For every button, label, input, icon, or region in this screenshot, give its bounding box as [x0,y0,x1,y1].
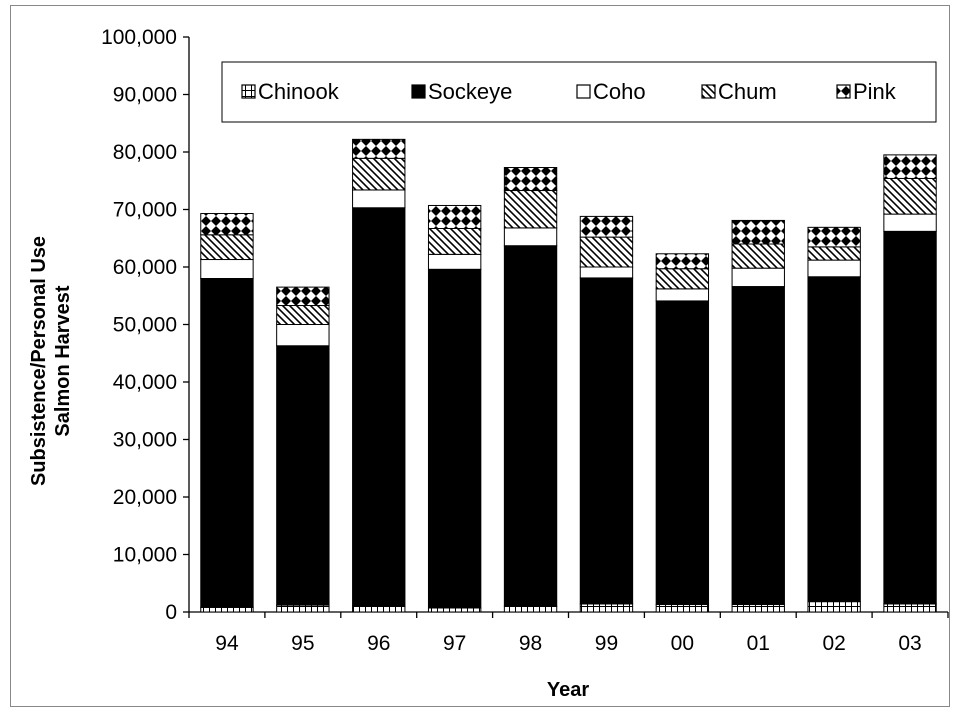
bar-segment-sockeye-01 [731,286,785,606]
stacked-bar-chart: 0 10,000 20,000 30,000 40,000 50,000 60,000 70,… [28,26,949,701]
bar-segment-sockeye-97 [427,268,482,609]
bar-segment-chinook-01 [731,604,785,613]
bar-segment-chum-97 [427,227,482,255]
bars [200,138,937,613]
chart-frame: 0 10,000 20,000 30,000 40,000 50,000 60,000 70,… [10,5,950,707]
x-tick-label: 96 [367,632,390,655]
y-tick-label: 100,000 [101,26,177,49]
bar-segment-pink-96 [352,138,406,159]
y-tick-label: 60,000 [113,256,177,279]
bar-segment-pink-99 [579,215,634,238]
y-tick-label: 50,000 [113,314,177,337]
bar-segment-pink-95 [276,286,330,307]
bar-segment-sockeye-95 [276,345,330,606]
bar-segment-coho-97 [427,253,482,270]
legend-label-chum: Chum [718,79,777,104]
x-tick-label: 99 [595,632,618,655]
bar-segment-coho-94 [200,259,254,279]
bar-segment-coho-01 [731,267,785,288]
y-tick-label: 90,000 [113,84,177,107]
legend-swatch-pink [836,84,851,99]
bar-segment-chum-95 [276,305,330,325]
bar-segment-chum-98 [503,190,558,229]
bar-segment-chinook-99 [579,603,634,613]
legend: Chinook Sockeye Coho Chum Pink [221,61,937,123]
x-tick-label: 02 [822,632,845,655]
bar-segment-chinook-96 [352,605,406,613]
bar-segment-sockeye-99 [579,277,634,605]
bar-segment-chinook-03 [883,603,937,613]
x-tick-label: 00 [671,632,694,655]
x-tick-label: 01 [747,632,770,655]
y-tick-label: 0 [165,601,177,624]
legend-swatch-chinook [241,84,256,99]
bar-segment-pink-01 [731,219,785,245]
bar-segment-sockeye-02 [807,276,861,603]
bar-segment-pink-94 [200,213,254,236]
axes: 0 10,000 20,000 30,000 40,000 50,000 60,000 70,… [101,26,949,655]
x-tick-label: 03 [898,632,921,655]
bar-segment-coho-98 [503,227,558,247]
y-axis-title-line-2: Salmon Harvest [52,285,74,437]
legend-label-chinook: Chinook [258,79,340,104]
legend-swatch-sockeye [411,84,426,99]
legend-swatch-chum [701,84,716,99]
x-tick-label: 94 [215,632,239,655]
bar-segment-coho-00 [655,288,710,302]
bar-segment-chinook-94 [200,606,254,613]
legend-swatch-coho [576,84,591,99]
x-tick-label: 98 [519,632,542,655]
bar-segment-pink-00 [655,253,710,270]
bar-segment-chum-00 [655,268,710,290]
x-tick-label: 95 [291,632,314,655]
bar-segment-chum-96 [352,157,406,191]
bar-segment-sockeye-94 [200,278,254,608]
bar-segment-chinook-02 [807,601,861,613]
bar-segment-sockeye-00 [655,300,710,606]
x-axis-title: Year [547,679,589,701]
y-tick-label: 40,000 [113,371,177,394]
bar-segment-chum-01 [731,243,785,269]
legend-label-sockeye: Sockeye [428,79,512,104]
bar-segment-chinook-97 [427,607,482,613]
bar-segment-chum-02 [807,246,861,261]
x-tick-label: 97 [443,632,466,655]
bar-segment-sockeye-98 [503,245,558,607]
bar-segment-pink-98 [503,167,558,192]
y-tick-label: 30,000 [113,429,177,452]
bar-segment-pink-97 [427,204,482,229]
y-tick-label: 20,000 [113,486,177,509]
bar-segment-chum-99 [579,236,634,268]
y-axis-title-line-1: Subsistence/Personal Use [28,236,50,486]
bar-segment-pink-03 [883,154,937,179]
bar-segment-coho-95 [276,324,330,347]
bar-segment-chinook-95 [276,604,330,613]
bar-segment-chum-94 [200,234,254,261]
bar-segment-sockeye-03 [883,230,937,605]
y-tick-label: 70,000 [113,199,177,222]
bar-segment-chinook-98 [503,605,558,613]
legend-label-pink: Pink [853,79,897,104]
bar-segment-coho-99 [579,266,634,279]
bar-segment-chinook-00 [655,604,710,613]
y-tick-label: 10,000 [113,544,177,567]
bar-segment-coho-03 [883,213,937,232]
y-tick-label: 80,000 [113,141,177,164]
bar-segment-coho-02 [807,259,861,278]
bar-segment-pink-02 [807,226,861,248]
bar-segment-sockeye-96 [352,207,406,607]
legend-label-coho: Coho [593,79,646,104]
bar-segment-chum-03 [883,177,937,215]
bar-segment-coho-96 [352,189,406,209]
